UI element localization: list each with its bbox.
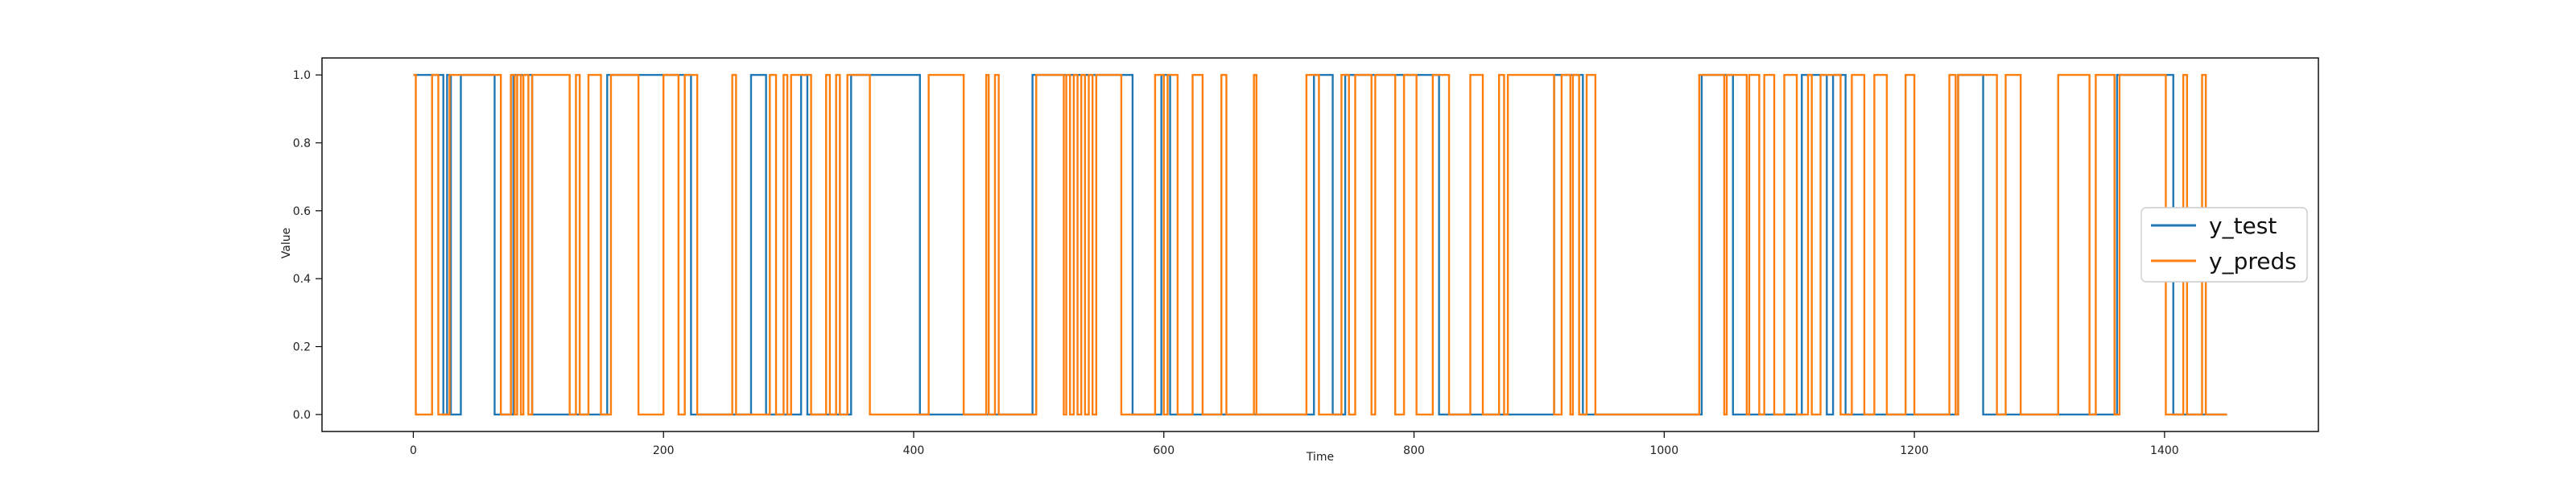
x-tick-label-200: 200 [653, 444, 675, 457]
legend-label-y_preds: y_preds [2209, 248, 2297, 275]
x-tick-label-600: 600 [1153, 444, 1174, 457]
y-tick-label-0: 0.0 [293, 409, 311, 422]
y-tick-label-0.4: 0.4 [293, 273, 311, 286]
x-tick-label-400: 400 [903, 444, 925, 457]
x-axis-label: Time [1306, 451, 1334, 464]
x-tick-label-0: 0 [410, 444, 417, 457]
series-y_test-line [413, 73, 2227, 416]
legend-label-y_test: y_test [2209, 213, 2277, 239]
y-tick-label-0.8: 0.8 [293, 137, 311, 150]
y-axis-label: Value [280, 228, 293, 258]
x-tick-label-1000: 1000 [1649, 444, 1678, 457]
y-tick-label-0.2: 0.2 [293, 341, 311, 354]
x-tick-label-1400: 1400 [2150, 444, 2179, 457]
y-tick-label-1: 1.0 [293, 69, 311, 82]
x-tick-label-800: 800 [1403, 444, 1425, 457]
axes-layer: 0 200 400 600 800 1000 1200 1400 0.0 0.2 0.4 0.6 0.8… [293, 57, 2319, 457]
x-tick-label-1200: 1200 [1900, 444, 1929, 457]
legend: y_test y_preds [2140, 207, 2308, 283]
series-y_preds-line [413, 73, 2227, 416]
y-tick-label-0.6: 0.6 [293, 205, 311, 218]
plot-frame [321, 57, 2319, 432]
series-layer [413, 73, 2227, 416]
